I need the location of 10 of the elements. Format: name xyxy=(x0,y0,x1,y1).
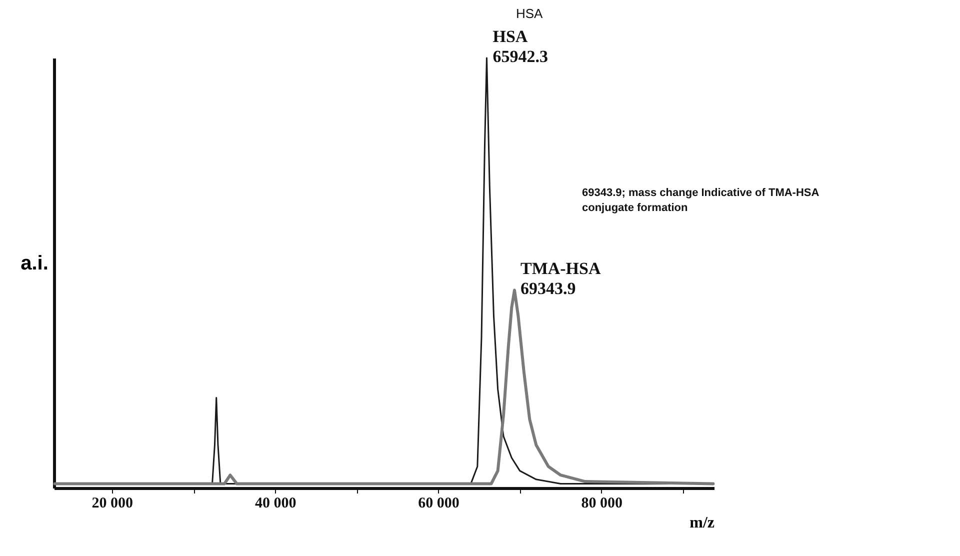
annotation: TMA-HSA 69343.9 xyxy=(520,259,602,298)
x-tick-label: 20 000 xyxy=(92,496,134,512)
y-axis-title: a.i. xyxy=(20,252,48,274)
text: HSA xyxy=(516,6,544,21)
x-tick-label: 40 000 xyxy=(254,496,296,512)
annotation: 69343.9; mass change Indicative of TMA-HSA conjugate formation xyxy=(582,187,820,214)
x-tick-label: 60 000 xyxy=(418,496,460,512)
x-tick-label: 80 000 xyxy=(581,496,623,512)
annotation: HSA 65942.3 xyxy=(492,27,548,66)
x-axis-title: m/z xyxy=(690,514,714,532)
